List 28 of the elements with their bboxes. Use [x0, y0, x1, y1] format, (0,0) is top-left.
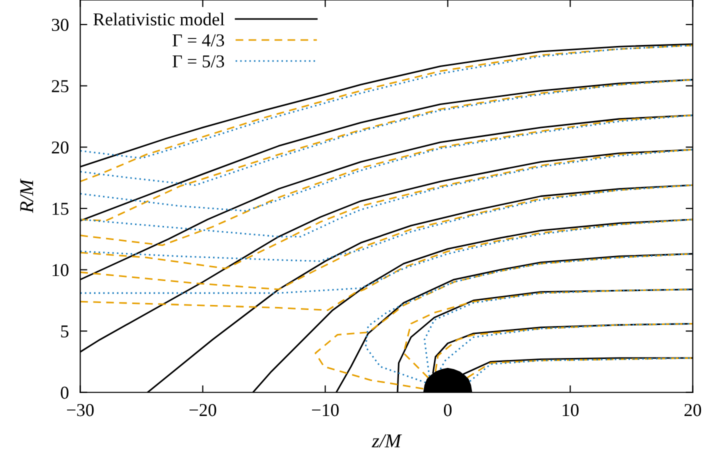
x-tick-label: −10 [312, 404, 339, 416]
y-tick-label: 30 [52, 18, 68, 31]
y-tick-label: 15 [52, 202, 68, 215]
line-series [80, 78, 693, 186]
x-tick-label: −30 [67, 404, 94, 416]
line-series [80, 148, 693, 270]
line-series [466, 357, 693, 378]
x-tick-label: 20 [684, 404, 702, 416]
y-tick-label: 10 [52, 264, 68, 276]
line-series [80, 114, 693, 212]
line-series [80, 184, 693, 262]
line-series [80, 184, 693, 290]
x-axis-title: z/M [372, 434, 402, 448]
legend-label: Γ = 5/3 [172, 55, 224, 68]
x-tick-label: −20 [190, 404, 216, 416]
line-series [80, 218, 693, 311]
line-series [80, 148, 693, 238]
y-axis-title: R/M [20, 178, 34, 214]
y-tick-label: 25 [52, 80, 68, 92]
y-tick-label: 0 [60, 386, 68, 399]
legend-label: Γ = 4/3 [172, 34, 224, 46]
legend-label: Relativistic model [93, 12, 224, 26]
y-tick-label: 5 [61, 326, 68, 338]
line-series [80, 114, 693, 246]
x-tick-label: 0 [444, 404, 452, 416]
y-tick-label: 20 [52, 141, 68, 154]
x-tick-label: 10 [562, 404, 579, 416]
line-series [80, 218, 693, 294]
